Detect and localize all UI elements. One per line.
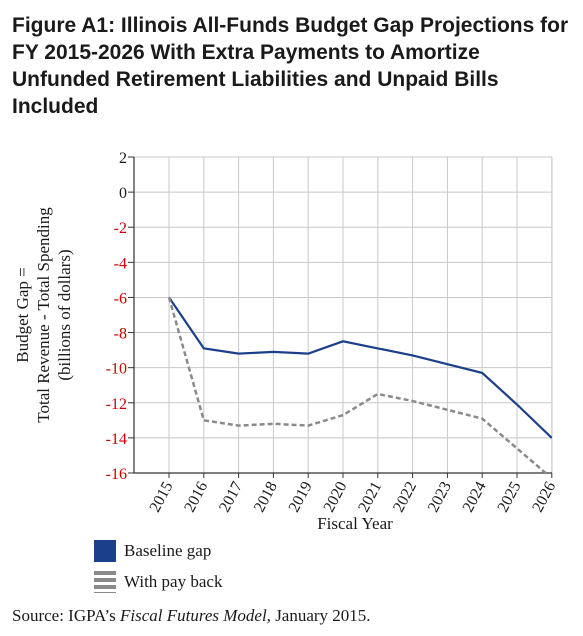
x-tick-label: 2021 — [355, 479, 385, 515]
y-tick-label: -12 — [106, 396, 127, 413]
figure-title-text: Illinois All-Funds Budget Gap Projection… — [12, 14, 569, 118]
y-tick-label: -2 — [114, 220, 127, 237]
y-axis-label-line: Budget Gap = — [13, 267, 32, 363]
series-lines — [167, 296, 552, 473]
legend-swatch-payback — [94, 571, 116, 593]
x-tick-label: 2022 — [390, 479, 420, 515]
y-tick-label: -8 — [114, 326, 127, 343]
legend-label-payback: With pay back — [124, 572, 223, 591]
legend-swatch-baseline — [94, 540, 116, 562]
figure-label: Figure A1: — [12, 14, 116, 37]
y-tick-label: -4 — [114, 255, 127, 272]
source-note: Source: IGPA’s Fiscal Futures Model, Jan… — [12, 606, 371, 626]
chart-title: Figure A1: Illinois All-Funds Budget Gap… — [12, 12, 572, 120]
x-axis-label: Fiscal Year — [317, 514, 393, 533]
source-model: Fiscal Futures Model, — [120, 606, 271, 625]
x-tick-label: 2025 — [494, 479, 524, 515]
y-tick-label: -16 — [106, 466, 127, 483]
legend-item-baseline: Baseline gap — [94, 540, 211, 562]
x-tick-label: 2017 — [216, 479, 246, 515]
y-tick-labels: 2 0 -2 -4 -6 -8 -10 -12 -14 -16 — [106, 150, 127, 483]
line-chart: 20-2-4-6-8-10-12-14-16 2015 2016 2017 2018 2… — [13, 150, 559, 533]
y-tick-label: -6 — [114, 290, 127, 307]
x-tick-label: 2026 — [529, 479, 559, 515]
y-tick-label: 0 — [119, 185, 127, 202]
y-tick-label: -14 — [106, 431, 127, 448]
x-tick-label: 2019 — [286, 479, 316, 515]
series-line-payback — [167, 297, 548, 473]
legend-item-payback: With pay back — [94, 571, 222, 593]
x-tick-label: 2023 — [425, 479, 455, 515]
series-line-baseline — [168, 296, 552, 439]
y-axis-label-line: Total Revenue - Total Spending — [34, 207, 53, 423]
axes — [128, 156, 553, 478]
x-tick-labels: 2015 2016 2017 2018 2019 2020 2021 2022 2023 2024… — [146, 479, 559, 515]
y-tick-label: 2 — [119, 150, 127, 167]
y-axis-label: Budget Gap = Total Revenue - Total Spendi… — [13, 207, 74, 423]
y-tick-label: -10 — [106, 361, 127, 378]
legend-label-baseline: Baseline gap — [124, 541, 212, 560]
y-axis-label-line: (billions of dollars) — [55, 249, 74, 380]
x-tick-label: 2016 — [181, 479, 211, 515]
source-suffix: January 2015. — [270, 606, 371, 625]
source-prefix: Source: IGPA’s — [12, 606, 120, 625]
x-tick-label: 2018 — [251, 479, 281, 515]
x-tick-label: 2015 — [146, 479, 176, 515]
x-tick-label: 2024 — [460, 479, 490, 515]
x-tick-label: 2020 — [320, 479, 350, 515]
